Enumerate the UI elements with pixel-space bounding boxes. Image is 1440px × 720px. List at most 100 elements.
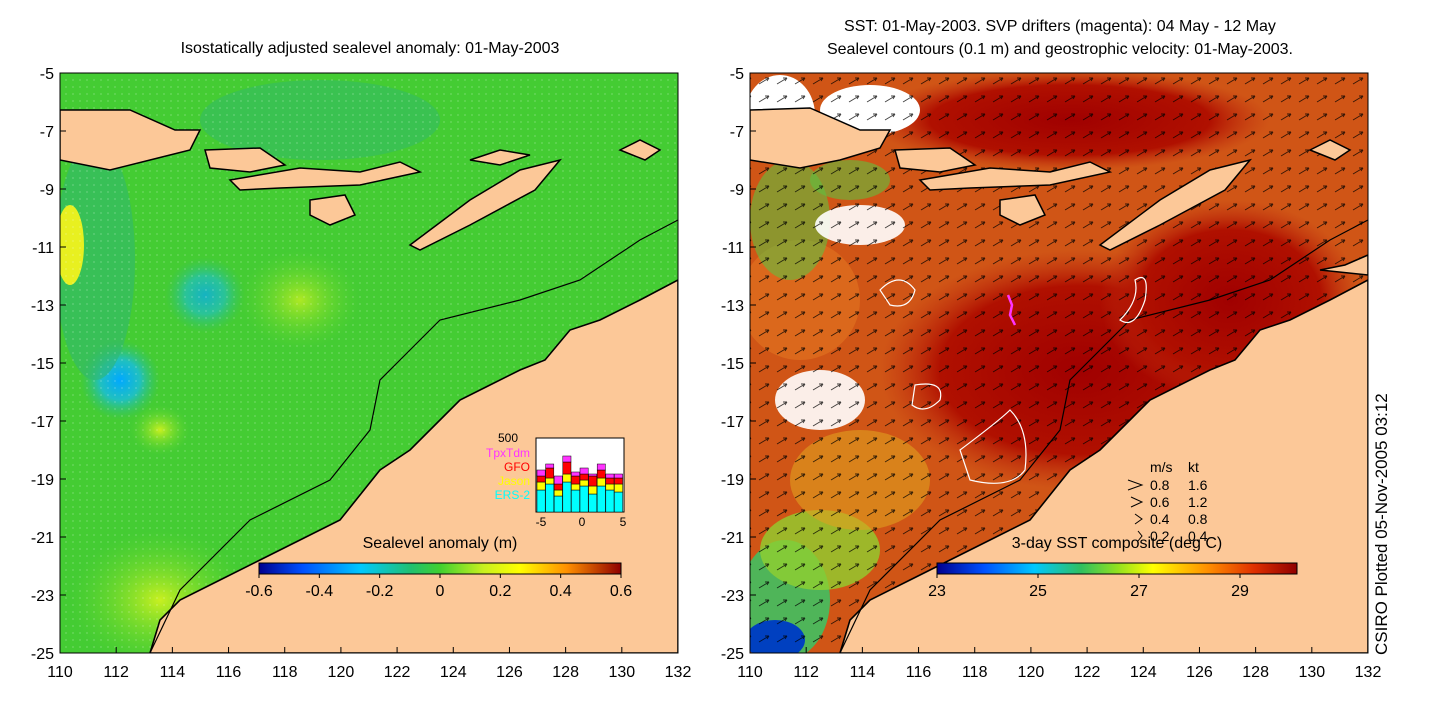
right-map-y-tick-label: -23 — [721, 588, 744, 605]
histogram-bar-segment — [562, 481, 572, 513]
sla-colorbar-tick-label: -0.2 — [366, 583, 394, 600]
histogram-bar-segment — [579, 479, 589, 487]
right-map-x-tick-label: 120 — [1018, 664, 1045, 681]
plot-credit: CSIRO Plotted 05-Nov-2005 03:12 — [1372, 393, 1391, 655]
left-map-x-tick-label: 112 — [103, 664, 129, 681]
histogram-bar-segment — [605, 477, 615, 485]
sst-colorbar-label: 3-day SST composite (deg C) — [1012, 535, 1222, 552]
velocity-legend: m/s kt 0.8 1.60.6 1.20.4 0.80.2 0.4 — [1127, 459, 1208, 544]
histogram-xtick: 5 — [620, 515, 627, 529]
velocity-arrow-icon — [1130, 496, 1144, 508]
right-map-title-line1: SST: 01-May-2003. SVP drifters (magenta)… — [844, 18, 1276, 35]
histogram-bar-segment — [614, 483, 623, 493]
sst-colorbar-tick-label: 23 — [928, 583, 946, 600]
sst-colorbar-tick-label: 25 — [1029, 583, 1047, 600]
left-map-x-tick-label: 116 — [216, 664, 242, 681]
histogram-bar-segment — [614, 473, 623, 479]
left-map-x-tick-label: 110 — [47, 664, 73, 681]
histogram-bar-segment — [553, 495, 563, 513]
sst-colorbar — [936, 562, 1298, 575]
left-map-y-tick-label: -19 — [31, 472, 54, 489]
velocity-legend-ms: 0.6 — [1150, 494, 1170, 510]
svp-drifter-track — [1006, 294, 1017, 326]
histogram-bar-segment — [536, 469, 546, 477]
left-map-y-tick-label: -15 — [31, 356, 54, 373]
left-map-y-tick-label: -25 — [31, 646, 54, 663]
shelf-contour — [149, 219, 678, 653]
left-map-x-tick-label: 126 — [496, 664, 523, 681]
flores-island — [228, 161, 423, 191]
sst-colorbar-tick-label: 29 — [1231, 583, 1249, 600]
right-map-axes: 110 112 114 116 118 120 122 124 126 128 130 132 -5 -7… — [721, 66, 1382, 681]
velocity-legend-ms: 0.2 — [1150, 528, 1170, 544]
sla-colorbar-tick-label: 0.6 — [610, 583, 632, 600]
left-map-y-tick-label: -21 — [31, 530, 54, 547]
left-map-area — [60, 73, 678, 653]
histogram-bar-segment — [562, 461, 572, 475]
histogram-bar-segment — [562, 455, 572, 463]
sla-colorbar-tick-label: -0.4 — [306, 583, 334, 600]
histogram-bar-segment — [571, 483, 580, 491]
sealevel-contour — [911, 383, 942, 410]
histogram-bar-segment — [579, 473, 589, 481]
sla-colorbar-ticks: -0.6 -0.4 -0.2 0 0.2 0.4 0.6 — [245, 574, 632, 600]
right-map-x-tick-label: 124 — [1130, 664, 1157, 681]
java-island — [60, 109, 202, 171]
left-map-x-tick-label: 132 — [665, 664, 692, 681]
histogram-bar-segment — [553, 483, 563, 491]
histogram-bar-segment — [596, 463, 606, 471]
histogram-legend-gfo: GFO — [504, 460, 530, 474]
histogram-bar-segment — [605, 489, 615, 513]
velocity-legend-ms-header: m/s — [1150, 459, 1173, 475]
histogram-bar-segment — [553, 475, 563, 485]
right-map-y-tick-label: -19 — [721, 472, 744, 489]
right-map-x-tick-label: 116 — [906, 664, 932, 681]
left-map-y-tick-label: -13 — [31, 298, 54, 315]
histogram-bar-segment — [545, 483, 555, 513]
histogram-legend-jason: Jason — [498, 474, 530, 488]
right-map-x-tick-label: 110 — [737, 664, 763, 681]
histogram-bar-segment — [571, 475, 580, 485]
histogram-bar-segment — [545, 467, 555, 479]
left-map-y-tick-label: -23 — [31, 588, 54, 605]
histogram-bar-segment — [614, 491, 623, 513]
right-map-y-tick-label: -9 — [730, 182, 744, 199]
histogram-bar-segment — [588, 493, 598, 513]
left-map-y-tick-label: -9 — [40, 182, 54, 199]
left-map-x-tick-label: 128 — [552, 664, 579, 681]
histogram-bar-segment — [605, 473, 615, 479]
left-map-y-tick-label: -5 — [40, 66, 54, 83]
velocity-legend-kt: 0.4 — [1188, 528, 1208, 544]
right-map-x-tick-label: 130 — [1298, 664, 1325, 681]
histogram-bar-segment — [588, 475, 598, 487]
histogram-bar-segment — [553, 489, 563, 497]
left-map-y-tick-label: -7 — [40, 124, 54, 141]
left-map-y-tick-label: -11 — [32, 240, 54, 257]
histogram-bar-segment — [571, 489, 580, 513]
sst-colorbar-tick-label: 27 — [1130, 583, 1148, 600]
histogram-bar-segment — [545, 463, 555, 469]
sumba-island — [309, 194, 357, 226]
left-map-x-tick-label: 124 — [440, 664, 467, 681]
histogram-bar-segment — [536, 475, 546, 483]
velocity-arrow-icon — [1134, 513, 1143, 525]
right-map-y-tick-label: -17 — [721, 414, 744, 431]
velocity-legend-kt: 1.6 — [1188, 477, 1208, 493]
histogram-xtick: 0 — [579, 515, 586, 529]
left-map-x-tick-label: 114 — [160, 664, 186, 681]
right-map-x-tick-label: 128 — [1242, 664, 1269, 681]
right-map-x-tick-label: 112 — [793, 664, 819, 681]
right-map-y-tick-label: -7 — [730, 124, 744, 141]
left-map-x-tick-label: 120 — [328, 664, 355, 681]
histogram-ytick: 500 — [498, 431, 518, 445]
right-map-y-tick-label: -5 — [730, 66, 744, 83]
velocity-arrow-icon — [1137, 530, 1143, 542]
velocity-legend-kt: 0.8 — [1188, 511, 1208, 527]
histogram-bar-segment — [545, 477, 555, 485]
sla-colorbar-tick-label: 0 — [436, 583, 445, 600]
right-map-y-tick-label: -15 — [721, 356, 744, 373]
right-map-title-line2: Sealevel contours (0.1 m) and geostrophi… — [826, 41, 1293, 58]
right-map-x-tick-label: 126 — [1186, 664, 1213, 681]
sla-colorbar-tick-label: 0.4 — [550, 583, 572, 600]
